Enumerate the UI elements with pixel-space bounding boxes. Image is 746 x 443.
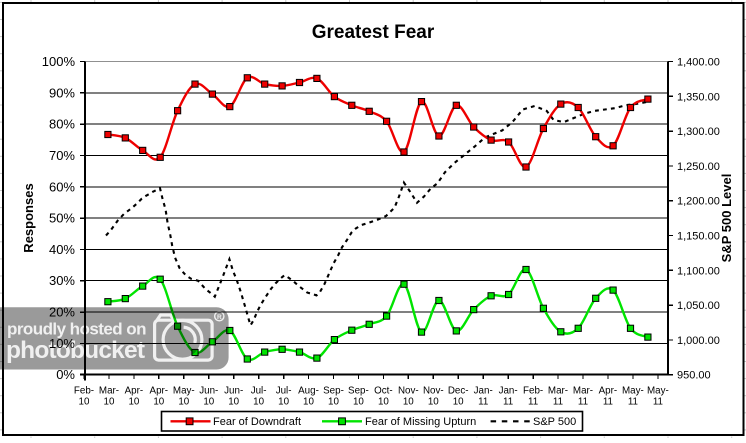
svg-text:10: 10 [178, 397, 189, 408]
svg-text:100%: 100% [42, 54, 76, 69]
svg-text:Jun-: Jun- [224, 386, 243, 397]
svg-text:Nov-: Nov- [398, 386, 419, 397]
svg-text:10: 10 [228, 397, 239, 408]
svg-text:1,200.00: 1,200.00 [677, 196, 720, 208]
svg-text:Mar-: Mar- [548, 386, 568, 397]
svg-text:60%: 60% [49, 179, 75, 194]
svg-text:11: 11 [528, 397, 538, 408]
svg-text:11: 11 [553, 397, 563, 408]
svg-text:10: 10 [104, 397, 115, 408]
svg-text:S&P 500 Level: S&P 500 Level [719, 174, 734, 263]
svg-text:May-: May- [647, 386, 669, 397]
svg-text:Apr-: Apr- [599, 386, 618, 397]
svg-text:Responses: Responses [21, 183, 36, 252]
svg-text:10: 10 [79, 397, 90, 408]
svg-text:10: 10 [403, 397, 414, 408]
svg-text:Dec-: Dec- [448, 386, 469, 397]
svg-text:10: 10 [153, 397, 164, 408]
svg-text:Aug-: Aug- [298, 386, 319, 397]
svg-text:10: 10 [378, 397, 389, 408]
svg-text:R: R [217, 314, 222, 321]
svg-text:Fear of Missing Upturn: Fear of Missing Upturn [365, 416, 476, 428]
svg-text:1,250.00: 1,250.00 [677, 161, 720, 173]
svg-text:80%: 80% [49, 117, 75, 132]
svg-text:1,050.00: 1,050.00 [677, 300, 720, 312]
svg-text:Mar-: Mar- [573, 386, 593, 397]
svg-text:Nov-: Nov- [423, 386, 444, 397]
svg-text:Fear of Downdraft: Fear of Downdraft [213, 416, 301, 428]
svg-text:Oct-: Oct- [374, 386, 393, 397]
svg-text:1,000.00: 1,000.00 [677, 335, 720, 347]
svg-text:Sep-: Sep- [323, 386, 344, 397]
svg-text:1,300.00: 1,300.00 [677, 126, 720, 138]
svg-text:10: 10 [353, 397, 364, 408]
svg-text:proudly hosted on: proudly hosted on [7, 320, 146, 339]
svg-text:1,100.00: 1,100.00 [677, 265, 720, 277]
svg-text:0%: 0% [56, 367, 75, 382]
svg-text:Jun-: Jun- [199, 386, 218, 397]
svg-text:1,350.00: 1,350.00 [677, 91, 720, 103]
svg-text:Jul-: Jul- [276, 386, 292, 397]
svg-text:50%: 50% [49, 211, 75, 226]
svg-text:Sep-: Sep- [348, 386, 369, 397]
svg-text:10: 10 [303, 397, 314, 408]
svg-text:70%: 70% [49, 148, 75, 163]
svg-text:1,150.00: 1,150.00 [677, 231, 720, 243]
svg-text:950.00: 950.00 [677, 370, 711, 382]
svg-text:May-: May- [173, 386, 195, 397]
svg-text:11: 11 [478, 397, 488, 408]
svg-text:11: 11 [653, 397, 663, 408]
svg-text:10: 10 [428, 397, 439, 408]
svg-text:May-: May- [622, 386, 644, 397]
svg-text:Apr-: Apr- [150, 386, 169, 397]
svg-text:10: 10 [253, 397, 264, 408]
svg-text:11: 11 [628, 397, 638, 408]
svg-text:10: 10 [328, 397, 339, 408]
svg-text:11: 11 [603, 397, 613, 408]
svg-text:Greatest Fear: Greatest Fear [312, 22, 435, 43]
svg-text:photobucket: photobucket [6, 337, 145, 364]
svg-text:1,400.00: 1,400.00 [677, 57, 720, 69]
svg-text:90%: 90% [49, 85, 75, 100]
svg-text:30%: 30% [49, 273, 75, 288]
svg-text:S&P 500: S&P 500 [533, 416, 576, 428]
svg-text:Apr-: Apr- [125, 386, 144, 397]
svg-text:Feb-: Feb- [74, 386, 94, 397]
svg-text:40%: 40% [49, 242, 75, 257]
svg-text:10: 10 [128, 397, 139, 408]
svg-text:Jan-: Jan- [499, 386, 518, 397]
svg-text:Feb-: Feb- [523, 386, 543, 397]
svg-text:Jan-: Jan- [474, 386, 493, 397]
svg-text:10: 10 [278, 397, 289, 408]
svg-text:10: 10 [453, 397, 464, 408]
svg-text:11: 11 [503, 397, 513, 408]
svg-text:Jul-: Jul- [251, 386, 267, 397]
svg-text:10: 10 [203, 397, 214, 408]
svg-text:Mar-: Mar- [99, 386, 119, 397]
svg-text:11: 11 [578, 397, 588, 408]
